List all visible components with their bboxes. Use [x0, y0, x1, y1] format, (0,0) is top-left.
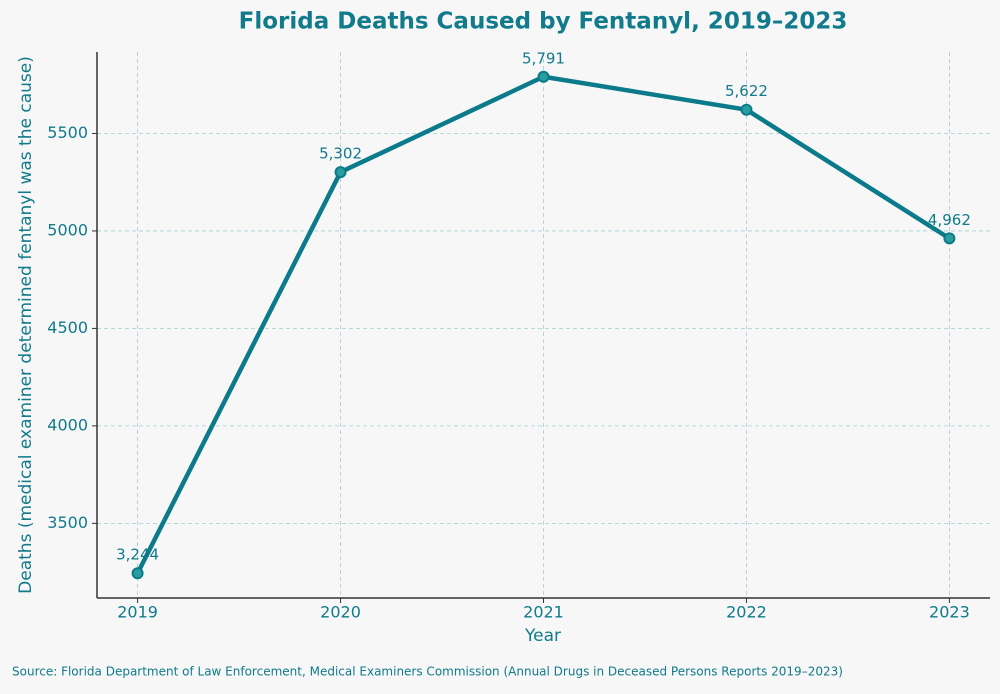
y-axis-label: Deaths (medical examiner determined fent… — [16, 56, 36, 594]
data-point — [740, 103, 753, 116]
x-tick-label: 2022 — [726, 603, 767, 622]
grid — [97, 52, 990, 598]
value-label: 5,622 — [725, 82, 768, 100]
source-note: Source: Florida Department of Law Enforc… — [12, 665, 843, 679]
x-tick-label: 2021 — [523, 603, 564, 622]
y-tick-label: 4000 — [47, 415, 88, 434]
data-point — [334, 166, 347, 179]
x-axis-label: Year — [524, 626, 561, 646]
value-label: 4,962 — [928, 211, 971, 229]
y-tick-label: 5500 — [47, 123, 88, 142]
chart-title: Florida Deaths Caused by Fentanyl, 2019–… — [239, 9, 848, 35]
value-label: 5,302 — [319, 145, 362, 163]
data-point — [131, 567, 144, 580]
value-label: 3,244 — [116, 546, 159, 564]
x-tick-label: 2019 — [117, 603, 158, 622]
data-point — [537, 70, 550, 83]
y-tick-label: 5000 — [47, 220, 88, 239]
value-label: 5,791 — [522, 49, 565, 67]
data-point — [943, 232, 956, 245]
y-tick-label: 4500 — [47, 318, 88, 337]
y-tick-label: 3500 — [47, 513, 88, 532]
x-tick-label: 2023 — [929, 603, 970, 622]
x-tick-label: 2020 — [320, 603, 361, 622]
